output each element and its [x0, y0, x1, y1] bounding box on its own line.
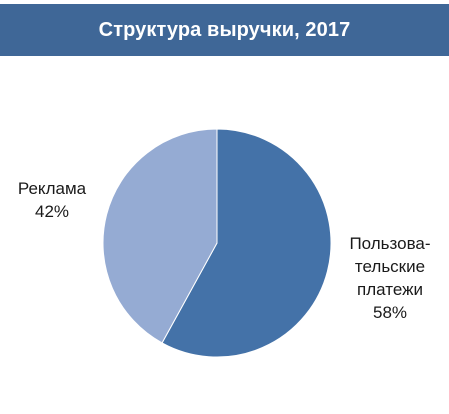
- title-bar: Структура выручки, 2017: [0, 4, 449, 56]
- slice-label-payments: Пользова- тельские платежи 58%: [330, 232, 449, 324]
- slice-label-ads: Реклама 42%: [8, 177, 96, 223]
- slice-name-ads: Реклама: [17, 179, 87, 198]
- pie-slice-payments: [161, 128, 332, 358]
- slice-name-payments-line-2: тельские: [354, 257, 426, 276]
- slice-name-payments-line-1: Пользова-: [349, 234, 431, 253]
- slice-value-payments: 58%: [372, 303, 408, 322]
- pie-slice-ads: [102, 128, 218, 344]
- slice-value-ads: 42%: [34, 202, 70, 221]
- slice-name-payments-line-3: платежи: [357, 280, 423, 299]
- chart-title: Структура выручки, 2017: [98, 18, 351, 41]
